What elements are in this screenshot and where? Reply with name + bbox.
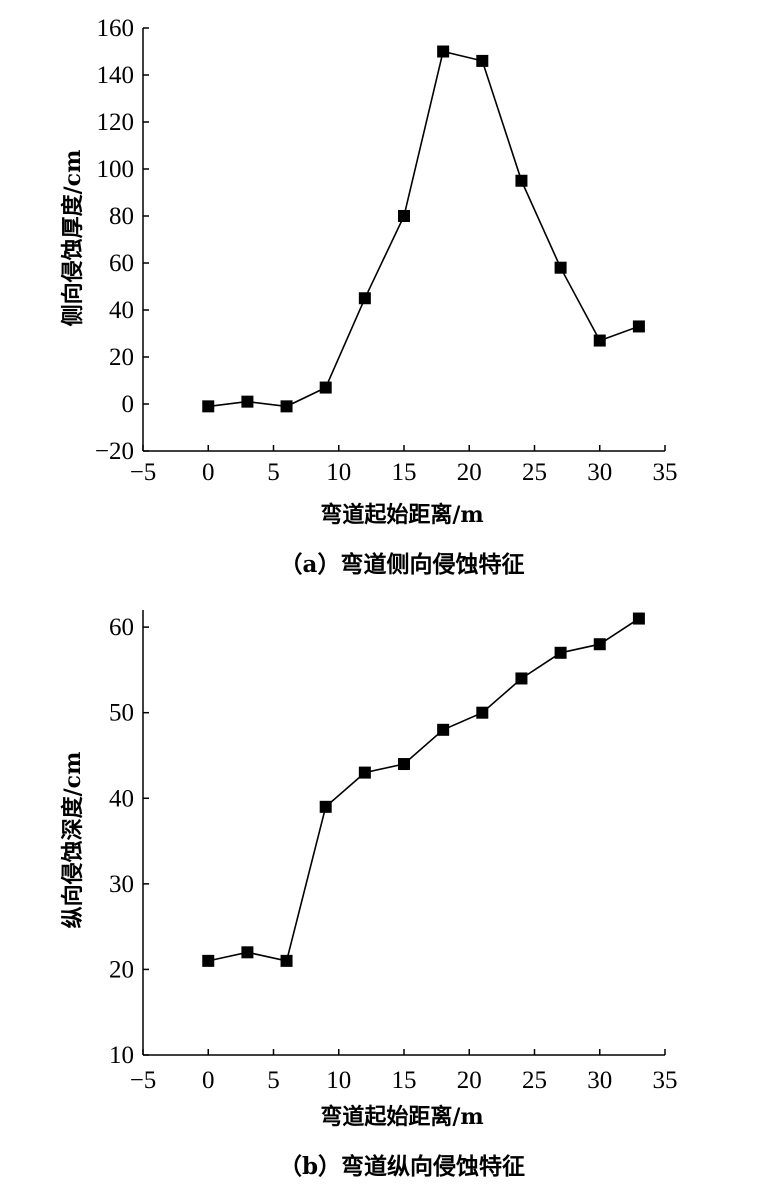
chart-b-y-tick-label: 60 <box>109 614 134 641</box>
chart-a: 弯道起始距离/m 侧向侵蚀厚度/cm （a）弯道侧向侵蚀特征 −20 0 20 40 6… <box>60 15 678 578</box>
chart-b-x-tick-label: 20 <box>457 1067 482 1094</box>
chart-a-y-tick-label: 60 <box>109 250 134 277</box>
chart-a-x-tick-label: 5 <box>267 459 280 486</box>
chart-a-y-tick-label: 80 <box>109 203 134 230</box>
chart-b-y-tick-label: 20 <box>109 956 134 983</box>
chart-a-data-point <box>632 320 645 333</box>
chart-b-x-tick-label: 35 <box>653 1067 678 1094</box>
chart-a-x-tick-label: 35 <box>653 459 678 486</box>
chart-b-x-tick-label: 10 <box>326 1067 351 1094</box>
chart-b-x-tick-label: 30 <box>587 1067 612 1094</box>
chart-b-data-point <box>241 946 254 959</box>
chart-b: 弯道起始距离/m 纵向侵蚀深度/cm （b）弯道纵向侵蚀特征 10 20 30 40 5… <box>60 610 678 1180</box>
chart-a-x-tick-label: 30 <box>587 459 612 486</box>
chart-b-x-tick-label: −5 <box>130 1067 157 1094</box>
chart-b-y-tick-label: 50 <box>109 700 134 727</box>
chart-b-x-tick-label: 5 <box>267 1067 280 1094</box>
chart-a-data-point <box>398 210 410 222</box>
chart-b-data-point <box>632 612 645 625</box>
chart-a-data-point <box>437 45 450 58</box>
chart-a-y-tick-label: 20 <box>109 344 134 371</box>
chart-b-xlabel: 弯道起始距离/m <box>320 1104 483 1130</box>
chart-b-x-tick-label: 0 <box>202 1067 215 1094</box>
chart-b-data-point <box>202 954 215 967</box>
chart-b-ylabel: 纵向侵蚀深度/cm <box>60 752 86 929</box>
chart-a-x-tick-label: 25 <box>522 459 547 486</box>
chart-b-data-point <box>398 758 410 771</box>
chart-a-data-point <box>554 261 567 274</box>
chart-a-data-point <box>319 381 332 394</box>
chart-b-data-point <box>280 954 293 967</box>
chart-a-y-tick-label: −20 <box>95 438 134 465</box>
chart-a-x-tick-label: 20 <box>457 459 482 486</box>
chart-b-data-point <box>476 706 489 719</box>
chart-a-x-tick-label: −5 <box>130 459 157 486</box>
chart-a-y-tick-label: 160 <box>97 15 135 42</box>
chart-b-y-tick-label: 30 <box>109 871 134 898</box>
chart-a-data-point <box>241 395 254 408</box>
chart-b-y-tick-label: 10 <box>109 1042 134 1069</box>
chart-b-data-point <box>319 800 332 813</box>
chart-b-series-line <box>208 617 640 962</box>
chart-b-x-tick-label: 25 <box>522 1067 547 1094</box>
chart-a-series-line <box>208 50 640 408</box>
chart-a-ylabel: 侧向侵蚀厚度/cm <box>60 150 86 327</box>
chart-a-data-point <box>280 400 293 413</box>
chart-a-caption: （a）弯道侧向侵蚀特征 <box>280 551 525 578</box>
chart-b-data-point <box>554 646 567 659</box>
chart-b-y-tick-label: 40 <box>109 785 134 812</box>
chart-a-data-point <box>515 174 528 187</box>
chart-b-data-point <box>593 638 606 651</box>
chart-a-y-tick-label: 100 <box>97 156 135 183</box>
chart-a-xlabel: 弯道起始距离/m <box>320 502 483 528</box>
chart-b-caption: （b）弯道纵向侵蚀特征 <box>279 1153 525 1180</box>
chart-b-data-point <box>358 766 371 779</box>
chart-a-data-point <box>476 54 489 67</box>
chart-b-data-point <box>437 723 450 736</box>
chart-a-y-tick-label: 140 <box>97 62 135 89</box>
chart-a-y-tick-label: 0 <box>122 391 135 418</box>
chart-b-x-tick-label: 15 <box>392 1067 417 1094</box>
chart-a-data-point <box>202 400 215 413</box>
chart-a-x-tick-label: 0 <box>202 459 215 486</box>
chart-a-x-tick-label: 15 <box>392 459 417 486</box>
chart-a-data-point <box>358 292 371 305</box>
chart-b-data-point <box>515 672 528 685</box>
chart-a-data-point <box>593 334 606 347</box>
chart-a-y-tick-label: 120 <box>97 109 135 136</box>
chart-a-y-tick-label: 40 <box>109 297 134 324</box>
chart-a-x-tick-label: 10 <box>326 459 351 486</box>
